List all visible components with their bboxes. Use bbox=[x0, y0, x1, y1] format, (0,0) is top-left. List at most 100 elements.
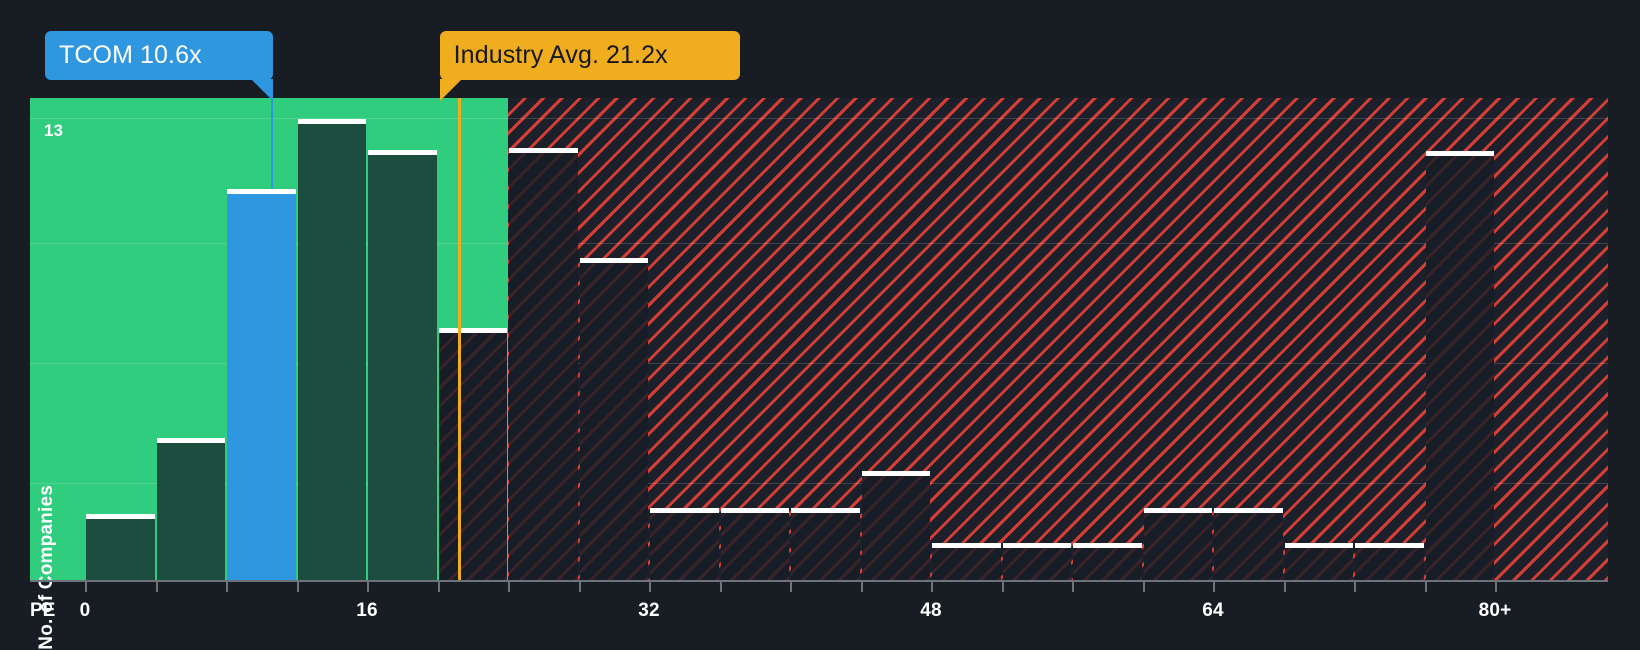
gridline bbox=[30, 483, 1608, 484]
bar-top-cap bbox=[368, 150, 437, 155]
bar[interactable] bbox=[1073, 543, 1142, 580]
bar-top-cap bbox=[1284, 543, 1353, 548]
bar-hatch bbox=[1284, 543, 1353, 580]
bar-top-cap bbox=[438, 328, 507, 333]
x-axis-tick bbox=[931, 582, 933, 592]
bar-hatch bbox=[861, 471, 930, 580]
bar-top-cap bbox=[861, 471, 930, 476]
y-axis-title: No. of Companies bbox=[36, 485, 57, 650]
bar[interactable] bbox=[1143, 508, 1212, 580]
tcom-callout-tail bbox=[251, 79, 273, 101]
x-axis-tick bbox=[1001, 582, 1004, 592]
bar[interactable] bbox=[650, 508, 719, 580]
x-axis-tick bbox=[860, 582, 863, 592]
x-axis-tick bbox=[649, 582, 651, 592]
bar[interactable] bbox=[227, 189, 296, 580]
industry-callout-tail bbox=[439, 79, 462, 101]
bar-hatch bbox=[791, 508, 860, 580]
tcom-marker-line bbox=[270, 98, 273, 189]
x-axis-title: PE bbox=[30, 600, 56, 621]
x-axis-tick bbox=[1495, 582, 1497, 592]
x-axis-tick bbox=[1354, 582, 1356, 592]
bar-hatch bbox=[1143, 508, 1212, 580]
bar-top-cap bbox=[1002, 543, 1071, 548]
bar[interactable] bbox=[86, 514, 155, 580]
bar[interactable] bbox=[297, 119, 366, 580]
bar-hatch bbox=[650, 508, 719, 580]
bar[interactable] bbox=[1284, 543, 1353, 580]
gridline bbox=[30, 363, 1608, 364]
bar-top-cap bbox=[1143, 508, 1212, 513]
industry-avg-marker-line bbox=[457, 98, 461, 580]
bar-top-cap bbox=[227, 189, 296, 194]
bar-hatch bbox=[438, 328, 507, 580]
x-axis-tick bbox=[790, 582, 792, 592]
bar-top-cap bbox=[156, 438, 225, 443]
bar-top-cap bbox=[1073, 543, 1142, 548]
industry-avg-callout[interactable]: Industry Avg. 21.2x bbox=[439, 31, 740, 101]
bar-hatch bbox=[579, 258, 648, 580]
x-axis-tick bbox=[719, 582, 722, 592]
bar[interactable] bbox=[1214, 508, 1283, 580]
bar-top-cap bbox=[297, 119, 366, 124]
bar-top-cap bbox=[509, 148, 578, 153]
plot-area bbox=[30, 98, 1608, 580]
x-axis-tick-label: 32 bbox=[638, 600, 660, 621]
x-axis-tick bbox=[85, 582, 87, 592]
bar-hatch bbox=[509, 148, 578, 580]
gridline bbox=[30, 118, 1608, 119]
bar-top-cap bbox=[791, 508, 860, 513]
bar[interactable] bbox=[368, 150, 437, 580]
bar[interactable] bbox=[932, 543, 1001, 580]
tcom-callout[interactable]: TCOM 10.6x bbox=[45, 31, 273, 101]
bar[interactable] bbox=[438, 328, 507, 580]
hatch-pattern bbox=[507, 98, 1608, 580]
x-axis-tick bbox=[578, 582, 581, 592]
x-axis-tick bbox=[508, 582, 510, 592]
bar[interactable] bbox=[579, 258, 648, 580]
x-axis-tick-label: 80+ bbox=[1478, 600, 1512, 621]
x-axis-tick bbox=[1072, 582, 1074, 592]
overvalued-zone bbox=[507, 98, 1608, 580]
x-axis-tick bbox=[1213, 582, 1215, 592]
bar-hatch bbox=[1002, 543, 1071, 580]
bar-top-cap bbox=[932, 543, 1001, 548]
x-axis-tick bbox=[155, 582, 158, 592]
tcom-callout-label: TCOM 10.6x bbox=[59, 41, 202, 69]
x-axis-tick-label: 0 bbox=[79, 600, 91, 621]
bar-hatch bbox=[1073, 543, 1142, 580]
x-axis-tick bbox=[296, 582, 299, 592]
x-axis-tick bbox=[1283, 582, 1286, 592]
x-axis-tick-label: 64 bbox=[1202, 600, 1224, 621]
x-axis-tick bbox=[1424, 582, 1427, 592]
bar-top-cap bbox=[1425, 151, 1494, 156]
bar[interactable] bbox=[1425, 151, 1494, 580]
x-axis-tick bbox=[1142, 582, 1145, 592]
bar-hatch bbox=[1355, 543, 1424, 580]
industry-avg-callout-label: Industry Avg. 21.2x bbox=[453, 41, 668, 69]
x-axis-tick bbox=[226, 582, 228, 592]
bar-hatch bbox=[932, 543, 1001, 580]
bar-hatch bbox=[720, 508, 789, 580]
bar[interactable] bbox=[791, 508, 860, 580]
bar-top-cap bbox=[86, 514, 155, 519]
x-axis-tick bbox=[437, 582, 440, 592]
bar-hatch bbox=[1214, 508, 1283, 580]
bar[interactable] bbox=[156, 438, 225, 580]
x-axis-tick-label: 16 bbox=[356, 600, 378, 621]
x-axis-tick bbox=[367, 582, 369, 592]
bar[interactable] bbox=[1355, 543, 1424, 580]
bar[interactable] bbox=[1002, 543, 1071, 580]
x-axis-line bbox=[30, 580, 1608, 582]
bar-top-cap bbox=[720, 508, 789, 513]
bar[interactable] bbox=[861, 471, 930, 580]
gridline bbox=[30, 243, 1608, 244]
y-max-value-label: 13 bbox=[44, 121, 63, 140]
bar[interactable] bbox=[509, 148, 578, 580]
bar[interactable] bbox=[720, 508, 789, 580]
x-axis-tick-label: 48 bbox=[920, 600, 942, 621]
bar-top-cap bbox=[579, 258, 648, 263]
bar-top-cap bbox=[650, 508, 719, 513]
bar-top-cap bbox=[1355, 543, 1424, 548]
